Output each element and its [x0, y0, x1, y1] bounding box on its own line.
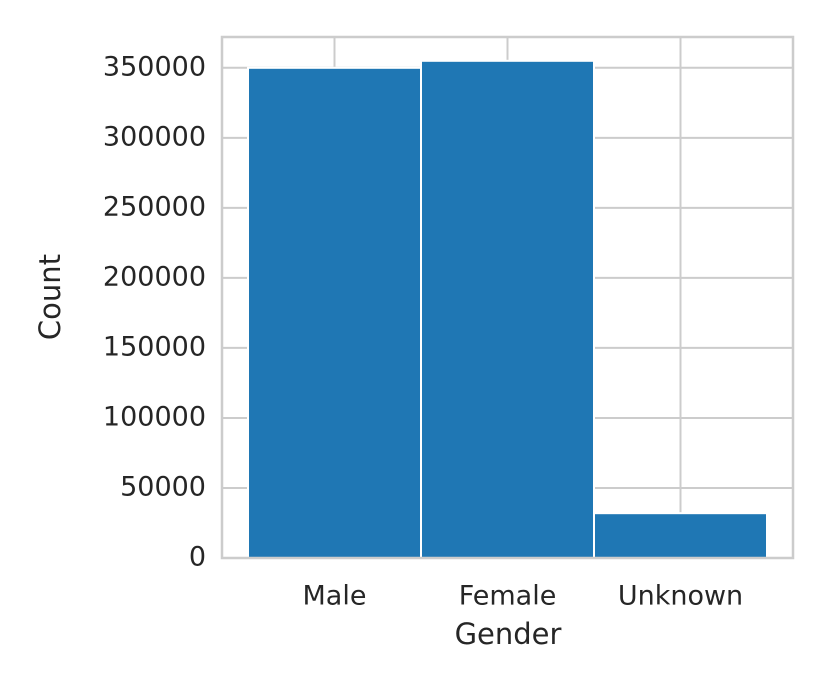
y-tick-label: 200000: [103, 261, 206, 292]
y-tick-label: 300000: [103, 121, 206, 152]
y-tick-label: 100000: [103, 401, 206, 432]
y-tick-label: 150000: [103, 331, 206, 362]
y-tick-label: 0: [189, 542, 206, 573]
y-tick-label: 50000: [120, 471, 206, 502]
y-tick-label: 350000: [103, 51, 206, 82]
x-tick-label: Male: [303, 581, 367, 612]
bar: [420, 59, 595, 559]
y-axis-label: Count: [33, 254, 67, 340]
y-tick-label: 250000: [103, 191, 206, 222]
x-axis-label: Gender: [455, 617, 562, 651]
plot-frame: [220, 35, 795, 560]
x-tick-label: Unknown: [618, 581, 743, 612]
bar: [593, 512, 768, 560]
bar: [247, 66, 422, 559]
x-tick-label: Female: [459, 581, 557, 612]
